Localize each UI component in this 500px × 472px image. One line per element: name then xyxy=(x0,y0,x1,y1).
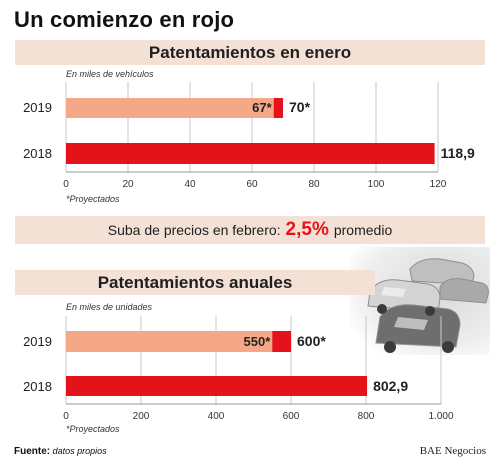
data-label: 802,9 xyxy=(373,378,408,394)
source-note: Fuente: datos propios xyxy=(14,446,107,457)
bar-segment xyxy=(66,376,368,396)
x-tick-label: 0 xyxy=(63,179,69,190)
x-tick-label: 120 xyxy=(430,179,447,190)
source-value: datos propios xyxy=(52,446,107,456)
chart-title-text: Patentamientos en enero xyxy=(148,42,352,62)
bar-segment xyxy=(273,98,283,118)
x-tick-label: 200 xyxy=(133,411,150,422)
page-title: Un comienzo en rojo xyxy=(14,7,235,32)
bar-segment-base xyxy=(66,98,274,118)
x-tick-label: 600 xyxy=(283,411,300,422)
category-label: 2019 xyxy=(23,100,52,115)
x-tick-label: 800 xyxy=(358,411,375,422)
category-label: 2018 xyxy=(23,379,52,394)
category-label: 2019 xyxy=(23,334,52,349)
x-tick-label: 60 xyxy=(246,179,258,190)
bar-segment-base xyxy=(66,331,273,352)
data-label: 70* xyxy=(289,99,311,115)
x-tick-label: 1.000 xyxy=(428,411,453,422)
price-text-before: Suba de precios en febrero: xyxy=(107,222,281,238)
footnote-anuales: *Proyectados xyxy=(66,424,120,434)
bar-segment xyxy=(272,331,291,352)
x-tick-label: 20 xyxy=(122,179,134,190)
data-label: 600* xyxy=(297,333,326,349)
bar-segment xyxy=(66,143,435,164)
chart-title-anuales: Patentamientos anuales xyxy=(15,270,375,295)
unit-note-anuales: En miles de unidades xyxy=(66,302,153,312)
x-tick-label: 80 xyxy=(308,179,320,190)
price-text-after: promedio xyxy=(333,222,393,238)
x-tick-label: 40 xyxy=(184,179,196,190)
chart-title-text: Patentamientos anuales xyxy=(97,272,293,292)
cars-photo xyxy=(350,247,490,355)
chart-title-enero: Patentamientos en enero xyxy=(15,40,485,65)
footnote-enero: *Proyectados xyxy=(66,194,120,204)
x-tick-label: 100 xyxy=(368,179,385,190)
price-highlight: 2,5% xyxy=(285,219,329,240)
data-label: 67* xyxy=(252,100,272,115)
data-label: 118,9 xyxy=(441,145,475,161)
source-label: Fuente: xyxy=(14,446,51,457)
price-increase-band: Suba de precios en febrero: 2,5% promedi… xyxy=(15,216,485,244)
unit-note-enero: En miles de vehículos xyxy=(66,69,154,79)
brand-logo: BAE Negocios xyxy=(419,445,486,457)
x-tick-label: 400 xyxy=(208,411,225,422)
data-label: 550* xyxy=(244,334,272,349)
x-tick-label: 0 xyxy=(63,411,69,422)
category-label: 2018 xyxy=(23,146,52,161)
